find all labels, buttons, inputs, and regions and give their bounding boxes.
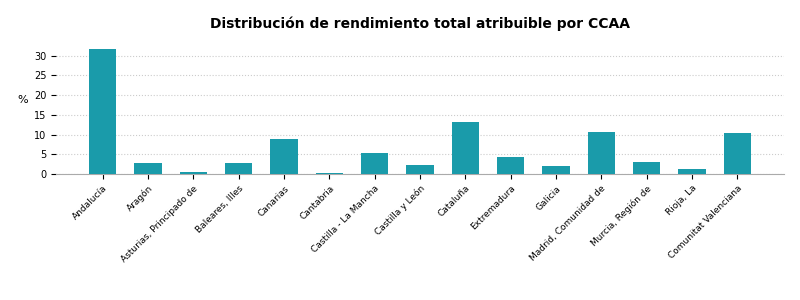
Bar <box>724 133 751 174</box>
Bar <box>452 122 479 174</box>
Title: Distribución de rendimiento total atribuible por CCAA: Distribución de rendimiento total atribu… <box>210 16 630 31</box>
Bar <box>588 132 615 174</box>
Bar <box>678 169 706 174</box>
Bar <box>316 173 343 174</box>
Bar <box>225 163 252 174</box>
Bar <box>542 166 570 174</box>
Bar <box>361 153 388 174</box>
Bar <box>406 165 434 174</box>
Bar <box>134 164 162 174</box>
Bar <box>497 158 524 174</box>
Y-axis label: %: % <box>18 95 28 105</box>
Bar <box>180 172 207 174</box>
Bar <box>270 139 298 174</box>
Bar <box>89 49 116 174</box>
Bar <box>633 162 660 174</box>
